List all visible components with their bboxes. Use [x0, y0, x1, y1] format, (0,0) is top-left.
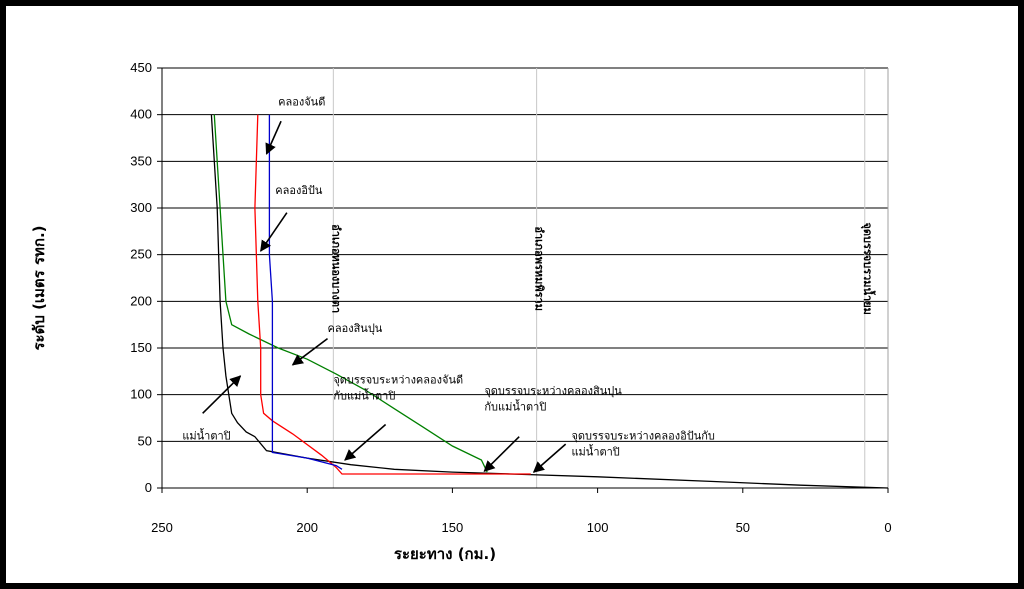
y-tick-label: 250 — [130, 247, 152, 262]
y-tick-label: 0 — [145, 480, 152, 495]
annotation-arrow — [344, 423, 387, 461]
marker-label: อำเภอหนองบางตา — [329, 224, 342, 313]
y-tick-label: 400 — [130, 107, 152, 122]
series-line — [210, 114, 889, 489]
annotations: คลองจันดีคลองอิปันคลองสินปุนจุดบรรจบระหว… — [182, 95, 715, 473]
x-axis-title: ระยะทาง (กม.) — [394, 545, 496, 563]
x-tick-label: 250 — [151, 520, 173, 535]
grid-layer — [162, 67, 888, 489]
annotation-arrow — [265, 120, 282, 155]
y-tick-label: 350 — [130, 153, 152, 168]
chart-frame: อำเภอหนองบางตา อำเภอพรหมพิราม จุดบรรจบรวมน… — [6, 6, 1018, 583]
x-tick-label: 100 — [587, 520, 609, 535]
y-tick-label: 50 — [138, 433, 152, 448]
y-tick-label: 200 — [130, 293, 152, 308]
x-tick-label: 200 — [296, 520, 318, 535]
annotation-arrow — [260, 212, 288, 252]
annotation-arrow — [291, 338, 329, 366]
marker-label: อำเภอพรหมพิราม — [533, 226, 546, 311]
y-tick-label: 100 — [130, 387, 152, 402]
annotation-text: จุดบรรจบระหว่างคลองสินปุน — [484, 385, 622, 398]
annotation-text: คลองจันดี — [278, 95, 325, 108]
annotation-text: คลองสินปุน — [328, 322, 383, 335]
chart-svg: อำเภอหนองบางตา อำเภอพรหมพิราม จุดบรรจบรวมน… — [30, 60, 892, 563]
annotation-text: จุดบรรจบระหว่างคลองอิปันกับ — [571, 429, 714, 442]
x-tick-label: 150 — [442, 520, 464, 535]
annotation-text: กับแม่น้ำตาปิ — [333, 387, 395, 402]
annotation-arrow — [532, 443, 567, 473]
x-tick-label: 0 — [884, 520, 891, 535]
y-axis-title: ระดับ (เมตร รทก.) — [30, 225, 48, 350]
series-line — [254, 114, 531, 475]
axes: 0 50 100 150 200 250 300 350 400 450 250 200 150 100 5… — [130, 60, 891, 535]
marker-label: จุดบรรจบรวมน้ำยม — [860, 222, 876, 315]
annotation-text: แม่น้ำตาปิ — [182, 427, 230, 442]
y-tick-label: 150 — [130, 340, 152, 355]
y-tick-label: 450 — [130, 60, 152, 75]
y-tick-label: 300 — [130, 200, 152, 215]
annotation-text: กับแม่น้ำตาปิ — [484, 399, 546, 414]
vertical-markers: อำเภอหนองบางตา อำเภอพรหมพิราม จุดบรรจบรวมน… — [329, 68, 876, 488]
series-line — [213, 114, 488, 473]
annotation-arrow — [483, 436, 520, 472]
series-layer — [210, 114, 889, 489]
annotation-text: จุดบรรจบระหว่างคลองจันดี — [333, 373, 463, 386]
annotation-text: แม่น้ำตาปิ — [571, 443, 619, 458]
x-tick-label: 50 — [736, 520, 750, 535]
annotation-text: คลองอิปัน — [275, 184, 323, 197]
annotation-arrow — [202, 375, 242, 414]
